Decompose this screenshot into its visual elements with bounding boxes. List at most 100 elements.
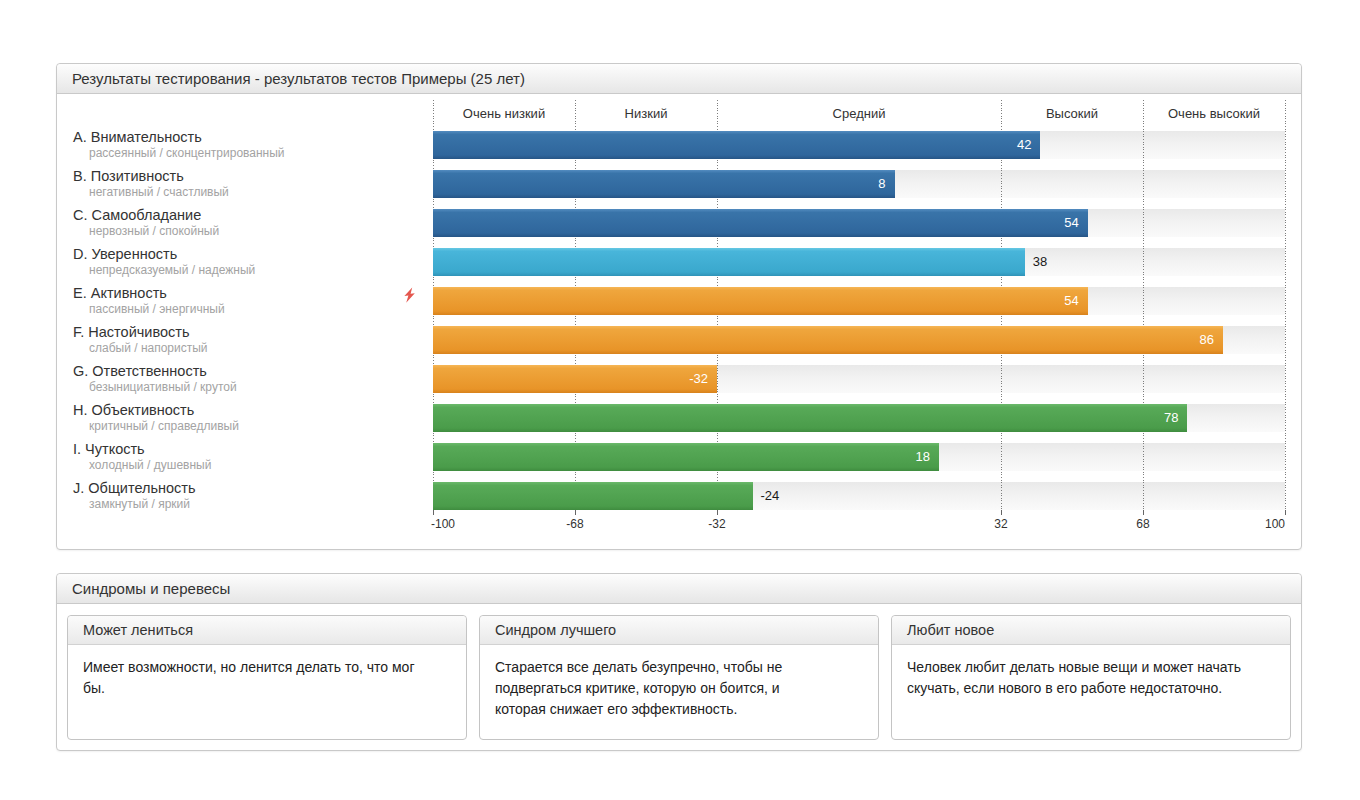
axis-tick <box>433 510 434 515</box>
syndrome-card-title: Синдром лучшего <box>495 622 616 638</box>
bar-value: 42 <box>1017 131 1031 159</box>
row-subtitle: холодный / душевный <box>89 459 418 472</box>
bar <box>433 326 1223 354</box>
row-subtitle: рассеянный / сконцентрированный <box>89 147 418 160</box>
bar-track: -24 <box>433 482 1285 510</box>
syndrome-card-header: Может лениться <box>68 616 466 645</box>
bar <box>433 404 1187 432</box>
axis-tick <box>717 510 718 515</box>
row-label: G. Ответственность безынициативный / крут… <box>73 363 418 394</box>
syndrome-card-text: Имеет возможности, но ленится делать то,… <box>68 645 434 711</box>
zone-label: Средний <box>833 106 886 121</box>
bar-value: 78 <box>1164 404 1178 432</box>
axis-tick-label: 68 <box>1136 517 1149 531</box>
zone-label: Очень низкий <box>463 106 545 121</box>
row-subtitle: критичный / справедливый <box>89 420 418 433</box>
syndrome-card-text: Старается все делать безупречно, чтобы н… <box>480 645 846 732</box>
row-title: C. Самообладание <box>73 207 418 223</box>
syndrome-card: Может лениться Имеет возможности, но лени… <box>67 615 467 740</box>
syndrome-card-title: Может лениться <box>83 622 193 638</box>
row-label: F. Настойчивость слабый / напористый <box>73 324 418 355</box>
syndrome-card: Синдром лучшего Старается все делать безу… <box>479 615 879 740</box>
bar <box>433 482 753 510</box>
plot-area: Очень низкий Низкий Средний Высокий Очень вы… <box>433 94 1285 549</box>
syndromes-title: Синдромы и перевесы <box>72 580 230 597</box>
bar-value: -32 <box>689 365 708 393</box>
bar-track: 78 <box>433 404 1285 432</box>
bar-track: -32 <box>433 365 1285 393</box>
bar-track: 38 <box>433 248 1285 276</box>
syndrome-card-header: Любит новое <box>892 616 1290 645</box>
row-title: B. Позитивность <box>73 168 418 184</box>
bar-track: 54 <box>433 287 1285 315</box>
bar-track: 18 <box>433 443 1285 471</box>
row-subtitle: безынициативный / крутой <box>89 381 418 394</box>
test-results-header: Результаты тестирования - результатов те… <box>57 64 1301 94</box>
syndromes-panel: Синдромы и перевесы Может лениться Имеет … <box>56 573 1302 751</box>
bar <box>433 209 1088 237</box>
row-title: H. Объективность <box>73 402 418 418</box>
bar <box>433 131 1040 159</box>
row-subtitle: слабый / напористый <box>89 342 418 355</box>
row-label: H. Объективность критичный / справедливый <box>73 402 418 433</box>
lightning-icon <box>402 287 418 305</box>
bar-track: 54 <box>433 209 1285 237</box>
row-title: G. Ответственность <box>73 363 418 379</box>
zone-label: Очень высокий <box>1168 106 1260 121</box>
bar <box>433 443 939 471</box>
zone-label: Высокий <box>1046 106 1098 121</box>
gridline <box>1143 100 1144 510</box>
axis-tick <box>1001 510 1002 515</box>
bar-value: -24 <box>761 482 780 510</box>
bar <box>433 170 895 198</box>
bar-value: 54 <box>1064 287 1078 315</box>
row-subtitle: непредсказуемый / надежный <box>89 264 418 277</box>
syndrome-card: Любит новое Человек любит делать новые ве… <box>891 615 1291 740</box>
axis-tick-label: -68 <box>566 517 583 531</box>
axis-tick-label: -100 <box>431 517 455 531</box>
row-label: B. Позитивность негативный / счастливый <box>73 168 418 199</box>
row-title: F. Настойчивость <box>73 324 418 340</box>
gridline <box>1285 100 1286 510</box>
row-label: J. Общительностьзамкнутый / яркий <box>73 480 418 511</box>
syndromes-body: Может лениться Имеет возможности, но лени… <box>57 604 1301 751</box>
syndromes-header: Синдромы и перевесы <box>57 574 1301 604</box>
test-results-title: Результаты тестирования - результатов те… <box>72 70 525 87</box>
row-label: D. Уверенность непредсказуемый / надежный <box>73 246 418 277</box>
syndrome-card-header: Синдром лучшего <box>480 616 878 645</box>
row-title: E. Активность <box>73 285 418 301</box>
zone-label: Низкий <box>625 106 668 121</box>
row-label: C. Самообладание нервозный / спокойный <box>73 207 418 238</box>
row-label: E. Активность пассивный / энергичный <box>73 285 418 316</box>
test-results-panel: Результаты тестирования - результатов те… <box>56 63 1302 550</box>
row-title: I. Чуткость <box>73 441 418 457</box>
axis-tick <box>1285 510 1286 515</box>
bar-value: 8 <box>878 170 885 198</box>
row-label: I. Чуткость холодный / душевный <box>73 441 418 472</box>
row-label: A. Внимательность рассеянный / сконцентри… <box>73 129 418 160</box>
bar <box>433 287 1088 315</box>
axis-tick <box>575 510 576 515</box>
row-subtitle: негативный / счастливый <box>89 186 418 199</box>
bar-track: 42 <box>433 131 1285 159</box>
axis-tick-label: 100 <box>1265 517 1285 531</box>
row-title: A. Внимательность <box>73 129 418 145</box>
axis-tick <box>1143 510 1144 515</box>
syndrome-card-text: Человек любит делать новые вещи и может … <box>892 645 1258 711</box>
row-subtitle: замкнутый / яркий <box>89 498 418 511</box>
bar-value: 86 <box>1199 326 1213 354</box>
chart-body: A. Внимательность рассеянный / сконцентри… <box>57 94 1301 549</box>
axis-tick-label: -32 <box>708 517 725 531</box>
syndrome-card-title: Любит новое <box>907 622 994 638</box>
row-subtitle: пассивный / энергичный <box>89 303 418 316</box>
bar-track: 8 <box>433 170 1285 198</box>
axis-tick-label: 32 <box>994 517 1007 531</box>
bar-value: 38 <box>1033 248 1047 276</box>
bar-track: 86 <box>433 326 1285 354</box>
bar-value: 54 <box>1064 209 1078 237</box>
row-subtitle: нервозный / спокойный <box>89 225 418 238</box>
row-title: D. Уверенность <box>73 246 418 262</box>
bar <box>433 248 1025 276</box>
bar-value: 18 <box>915 443 929 471</box>
bar <box>433 365 717 393</box>
